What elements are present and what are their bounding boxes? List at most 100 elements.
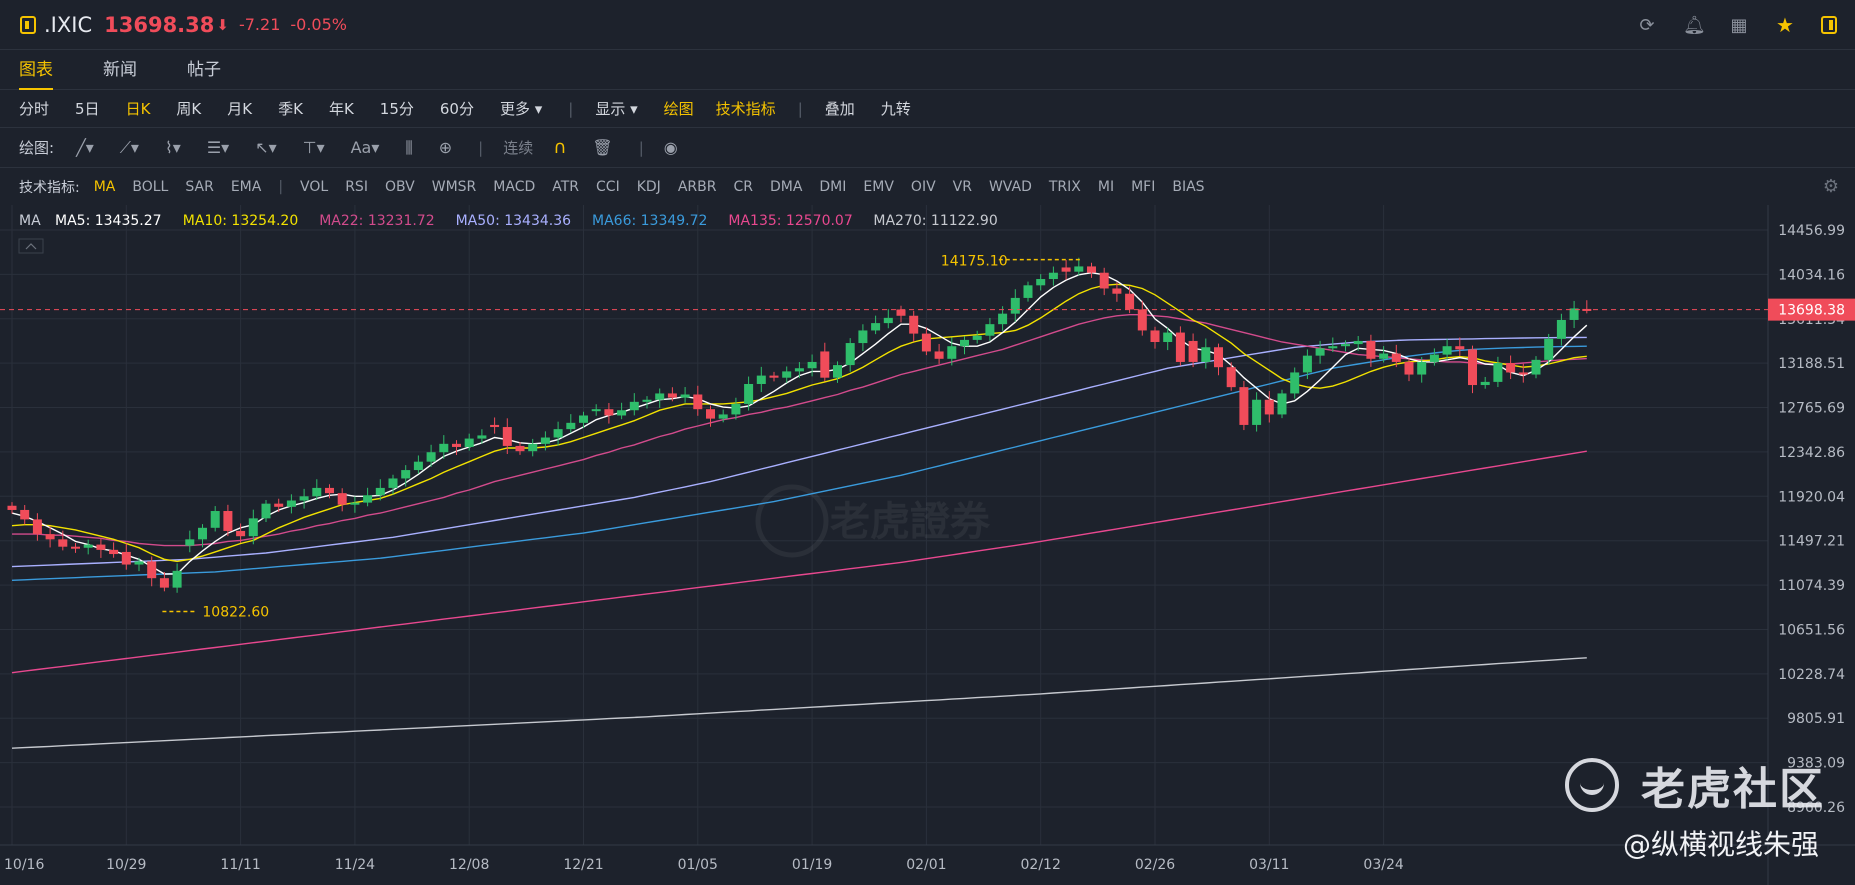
parallel-lines-icon[interactable]: ☰▾ [206, 138, 230, 157]
period-item-3[interactable]: 周K [176, 100, 202, 118]
trash-icon[interactable]: 🗑︎ [592, 138, 613, 157]
x-tick-label-8: 02/01 [906, 857, 946, 873]
grid-icon[interactable]: ▦ [1730, 14, 1748, 36]
period-item-9[interactable]: 更多 ▾ [499, 100, 543, 118]
drawing-label: 绘图: [19, 139, 55, 157]
period-item-6[interactable]: 年K [328, 100, 354, 118]
candle-body-92 [1175, 332, 1185, 362]
candle-body-45 [579, 415, 588, 423]
eye-icon[interactable]: ◉ [663, 138, 678, 157]
bell-icon[interactable]: 🔔︎ [1683, 14, 1706, 36]
period-item-4[interactable]: 月K [227, 100, 253, 118]
candle-body-56 [718, 414, 728, 419]
candle-body-93 [1188, 340, 1198, 362]
candle-72 [921, 327, 931, 356]
period-item-0[interactable]: 分时 [19, 100, 50, 118]
gear-icon[interactable]: ⚙ [1822, 176, 1839, 197]
measure-tool-icon[interactable]: ⊤▾ [302, 138, 325, 157]
indicator-sub-kdj[interactable]: KDJ [636, 178, 661, 195]
indicator-sub-dmi[interactable]: DMI [819, 178, 847, 195]
continuous-toggle[interactable]: 连续 [503, 139, 534, 157]
x-tick-label-9: 02/12 [1021, 857, 1061, 873]
panel-toggle-icon[interactable] [20, 15, 36, 34]
indicator-sub-arbr[interactable]: ARBR [677, 178, 717, 195]
candle-body-63 [807, 361, 817, 369]
indicator-sub-wvad[interactable]: WVAD [988, 178, 1032, 195]
center-watermark-logo-icon [755, 484, 829, 558]
candle-body-15 [198, 527, 207, 540]
indicator-sub-vol[interactable]: VOL [300, 178, 329, 195]
candle-101 [1290, 367, 1300, 399]
indicator-sub-dma[interactable]: DMA [769, 178, 803, 195]
line-tool-icon[interactable]: ╱▾ [76, 138, 94, 157]
candle-124 [1582, 300, 1592, 314]
candle-body-34 [439, 443, 449, 453]
refresh-icon[interactable]: ⟳ [1639, 14, 1655, 36]
period-item-2[interactable]: 日K [125, 100, 151, 118]
arrow-tool-icon[interactable]: ↖▾ [255, 138, 277, 157]
high-marker-label: 14175.10 [941, 254, 1008, 270]
indicator-sub-mfi[interactable]: MFI [1131, 178, 1156, 195]
candle-body-120 [1531, 359, 1541, 375]
period-item-7[interactable]: 15分 [379, 100, 414, 118]
candle-body-87 [1112, 288, 1122, 294]
candlestick-chart[interactable]: 老虎證券14175.1010822.6014456.9914034.161361… [0, 205, 1855, 885]
indicator-sub-rsi[interactable]: RSI [345, 178, 368, 195]
ma-legend-label: MA [19, 213, 41, 229]
period-item-8[interactable]: 60分 [439, 100, 474, 118]
magnet-icon[interactable]: ∩ [553, 137, 567, 158]
y-tick-label-0: 14456.99 [1778, 223, 1845, 239]
indicator-sub-bias[interactable]: BIAS [1172, 178, 1205, 195]
candle-body-99 [1264, 399, 1274, 415]
tab-2[interactable]: 帖子 [187, 59, 221, 80]
candle-body-43 [553, 429, 563, 438]
polyline-tool-icon[interactable]: ⟋▾ [119, 137, 139, 157]
wave-tool-icon[interactable]: ⌇▾ [164, 138, 181, 157]
star-icon[interactable]: ★ [1776, 13, 1794, 37]
indicator-sub-vr[interactable]: VR [952, 178, 972, 195]
candle-42 [540, 431, 550, 451]
indicator-sub-obv[interactable]: OBV [384, 178, 415, 195]
indicator-main-ema[interactable]: EMA [230, 178, 262, 195]
indicator-sub-wmsr[interactable]: WMSR [431, 178, 477, 195]
indicator-sub-emv[interactable]: EMV [863, 178, 894, 195]
nine-turn-button[interactable]: 九转 [880, 100, 911, 118]
indicator-sub-cci[interactable]: CCI [596, 178, 620, 195]
indicator-main-ma[interactable]: MA [93, 178, 116, 195]
candle-122 [1556, 313, 1566, 346]
candle-89 [1137, 300, 1147, 336]
candle-6 [83, 539, 93, 555]
candle-body-98 [1252, 399, 1262, 425]
candle-body-90 [1150, 330, 1160, 343]
indicator-main-sar[interactable]: SAR [185, 178, 214, 195]
candle-109 [1391, 344, 1401, 368]
period-item-5[interactable]: 季K [278, 100, 303, 118]
zoom-in-icon[interactable]: ⊕ [438, 138, 453, 157]
price-down-arrow-icon: ⬇ [216, 15, 229, 34]
candle-44 [566, 414, 576, 433]
indicator-sub-trix[interactable]: TRIX [1048, 178, 1081, 195]
candle-11 [147, 556, 157, 587]
tab-1[interactable]: 新闻 [103, 59, 137, 80]
candle-tool-icon[interactable]: ⫼ [405, 137, 413, 157]
candle-body-111 [1417, 361, 1427, 375]
sidebar-icon[interactable] [1821, 16, 1837, 34]
indicator-main-boll[interactable]: BOLL [132, 178, 169, 195]
indicator-sub-oiv[interactable]: OIV [910, 178, 936, 195]
candle-body-121 [1544, 338, 1554, 360]
indicator-sub-mi[interactable]: MI [1097, 178, 1115, 195]
candle-98 [1252, 392, 1262, 432]
overlay-button[interactable]: 叠加 [824, 100, 855, 118]
indicator-sub-macd[interactable]: MACD [493, 178, 536, 195]
text-tool-icon[interactable]: Aa▾ [350, 138, 380, 157]
indicator-sub-cr[interactable]: CR [733, 178, 753, 195]
candle-97 [1239, 380, 1249, 431]
candle-body-97 [1239, 387, 1249, 425]
candle-body-5 [71, 546, 80, 549]
period-item-1[interactable]: 5日 [75, 100, 100, 118]
draw-toggle[interactable]: 绘图 [663, 100, 694, 118]
indicator-sub-atr[interactable]: ATR [552, 178, 580, 195]
tab-0[interactable]: 图表 [19, 50, 53, 90]
display-menu[interactable]: 显示 ▾ [595, 100, 638, 118]
tech-indicator-toggle[interactable]: 技术指标 [715, 100, 776, 118]
